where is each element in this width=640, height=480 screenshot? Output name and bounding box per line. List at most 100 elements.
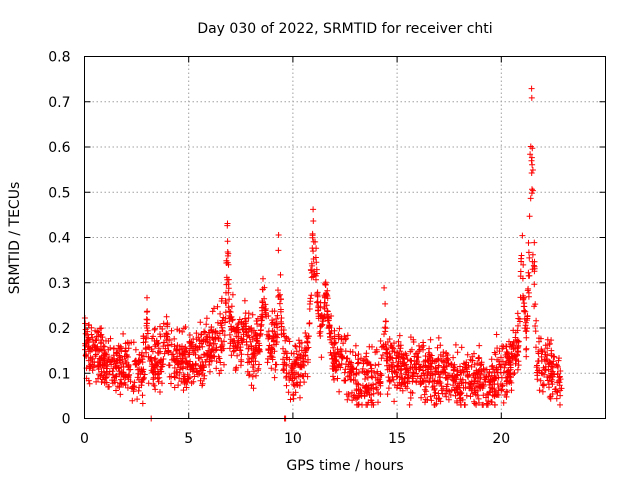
data-point [87, 348, 94, 355]
data-point [179, 328, 186, 335]
data-point [536, 338, 542, 345]
data-point [221, 332, 228, 339]
data-point [334, 375, 341, 382]
data-point [553, 388, 560, 395]
data-point [160, 356, 167, 362]
data-point [372, 349, 379, 356]
data-point [144, 294, 150, 301]
data-point [187, 358, 194, 365]
data-point [139, 349, 145, 356]
data-point [154, 368, 161, 375]
data-point [353, 370, 360, 377]
data-point [529, 186, 535, 193]
data-point [510, 346, 517, 353]
data-point [445, 360, 452, 367]
data-point [497, 381, 504, 387]
data-point [174, 369, 181, 376]
data-point [120, 330, 127, 337]
data-point [554, 379, 561, 386]
data-point [132, 346, 139, 353]
data-point [191, 373, 198, 380]
data-point [238, 351, 245, 358]
data-point [278, 315, 285, 321]
data-point [98, 325, 105, 332]
data-point [524, 325, 531, 332]
data-point [242, 310, 249, 317]
data-point [215, 335, 222, 342]
data-point [250, 385, 257, 392]
data-point [428, 370, 435, 377]
data-point [154, 375, 161, 382]
data-point [538, 353, 545, 360]
data-point [267, 349, 274, 356]
data-point [436, 378, 443, 385]
data-point [193, 330, 200, 337]
data-point [501, 364, 508, 371]
data-point [510, 371, 517, 378]
data-point [237, 362, 244, 369]
data-point [251, 368, 257, 375]
data-point [364, 358, 371, 365]
data-point [304, 359, 311, 366]
data-point [192, 360, 199, 367]
data-point [477, 383, 484, 390]
data-point [529, 251, 536, 258]
data-point [201, 328, 207, 335]
data-point [491, 401, 498, 408]
data-point [443, 383, 450, 390]
data-point [118, 380, 125, 387]
data-point [534, 362, 540, 369]
data-point [126, 366, 133, 373]
data-point [248, 343, 255, 350]
data-point [303, 346, 310, 353]
y-tick-label: 0.4 [48, 231, 70, 247]
data-point [168, 351, 175, 358]
data-point [450, 354, 457, 361]
data-point [157, 333, 164, 340]
data-point [228, 303, 235, 310]
x-tick-label: 15 [388, 431, 406, 447]
data-point [329, 363, 336, 369]
data-point [471, 398, 477, 405]
data-point [417, 364, 423, 371]
data-point [298, 347, 305, 354]
data-point [275, 247, 282, 254]
data-point [216, 355, 223, 362]
data-point [550, 361, 557, 367]
data-point [280, 356, 286, 363]
data-point [527, 195, 534, 202]
data-point [268, 344, 274, 351]
data-point [498, 354, 504, 361]
data-point [159, 380, 165, 387]
data-point [533, 317, 540, 324]
data-point [139, 392, 146, 399]
data-point [362, 376, 368, 382]
data-point [546, 384, 552, 391]
data-point [171, 384, 178, 391]
data-point [276, 300, 283, 307]
data-point [164, 342, 171, 348]
data-point [431, 358, 438, 365]
data-point [255, 367, 261, 374]
data-point [307, 295, 314, 302]
data-point [428, 397, 435, 404]
data-point [274, 312, 281, 319]
data-point [331, 376, 337, 383]
data-point [417, 381, 424, 388]
data-point [225, 281, 232, 288]
data-point [238, 356, 245, 363]
data-point [488, 372, 495, 379]
data-point [391, 368, 398, 375]
data-point [493, 331, 500, 338]
data-point [203, 321, 210, 328]
data-point [429, 378, 436, 385]
data-point [409, 390, 416, 396]
data-point [342, 348, 349, 355]
data-point [377, 382, 384, 389]
data-point [491, 369, 498, 376]
data-point [107, 344, 114, 351]
data-point [347, 376, 354, 383]
data-point [445, 387, 451, 394]
data-point [397, 367, 404, 374]
data-point [531, 263, 538, 270]
